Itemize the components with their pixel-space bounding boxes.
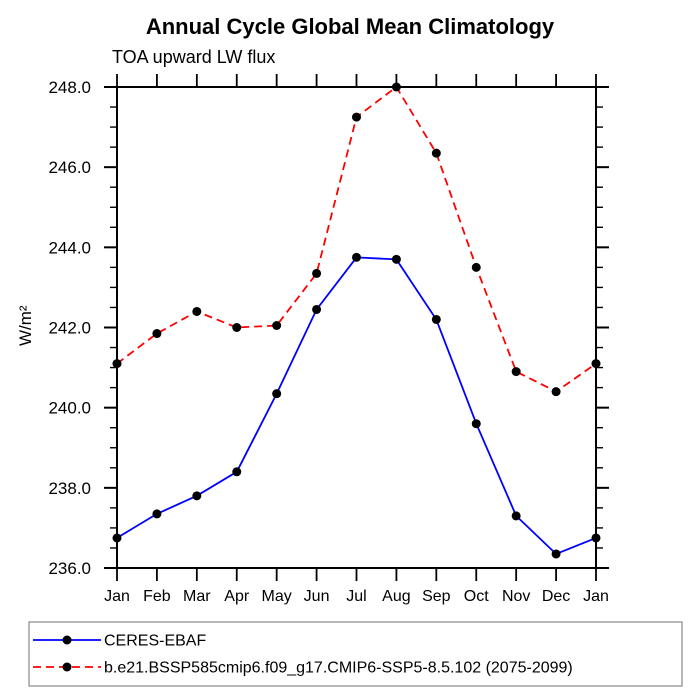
series-line-1 (116, 85, 597, 393)
legend-label-1: b.e21.BSSP585cmip6.f09_g17.CMIP6-SSP5-8.… (104, 660, 573, 677)
x-tick-label: Nov (502, 588, 530, 605)
y-tick-label: 248.0 (48, 78, 91, 97)
legend-marker-0 (62, 635, 72, 645)
data-point-marker (591, 533, 601, 543)
data-point-marker (152, 329, 162, 339)
x-tick-label: Oct (464, 588, 489, 605)
data-point-marker (152, 509, 162, 519)
series-line-0 (116, 256, 597, 556)
data-point-marker (272, 389, 282, 399)
x-tick-label: Sep (422, 588, 451, 605)
data-point-marker (551, 549, 561, 559)
y-tick-label: 238.0 (48, 479, 91, 498)
data-point-marker (471, 262, 481, 272)
data-point-marker (511, 367, 521, 377)
data-point-marker (312, 268, 322, 278)
x-tick-label: May (262, 588, 292, 605)
data-point-marker (391, 254, 401, 264)
y-tick-label: 242.0 (48, 319, 91, 338)
x-tick-label: Feb (143, 588, 171, 605)
x-tick-label: Mar (183, 588, 211, 605)
data-point-marker (591, 359, 601, 369)
y-tick-label: 244.0 (48, 238, 91, 257)
legend-marker-1 (62, 662, 72, 672)
data-point-marker (431, 148, 441, 158)
x-tick-label: Jul (346, 588, 366, 605)
data-point-marker (471, 419, 481, 429)
chart-subtitle: TOA upward LW flux (112, 47, 276, 67)
data-point-marker (431, 314, 441, 324)
legend-label-0: CERES-EBAF (104, 633, 206, 650)
x-tick-label: Jan (583, 588, 609, 605)
legend-box (28, 621, 683, 687)
y-tick-label: 240.0 (48, 399, 91, 418)
data-point-marker (511, 511, 521, 521)
data-point-marker (232, 323, 242, 332)
y-tick-label: 236.0 (48, 559, 91, 578)
data-point-marker (192, 491, 202, 501)
data-point-marker (391, 82, 401, 92)
data-point-marker (272, 320, 282, 330)
x-tick-label: Apr (224, 588, 250, 605)
data-point-marker (112, 359, 122, 369)
x-tick-label: Jan (104, 588, 130, 605)
data-point-marker (352, 112, 361, 122)
plot-frame (116, 86, 597, 569)
data-point-marker (312, 304, 322, 314)
x-tick-label: Dec (542, 588, 570, 605)
y-tick-label: 246.0 (48, 158, 91, 177)
data-point-marker (112, 533, 122, 543)
x-tick-label: Jun (304, 588, 330, 605)
data-point-marker (352, 252, 361, 262)
data-point-marker (232, 467, 242, 477)
chart-title: Annual Cycle Global Mean Climatology (145, 14, 555, 39)
data-point-marker (192, 306, 202, 316)
x-tick-label: Aug (382, 588, 410, 605)
data-point-marker (551, 387, 561, 397)
